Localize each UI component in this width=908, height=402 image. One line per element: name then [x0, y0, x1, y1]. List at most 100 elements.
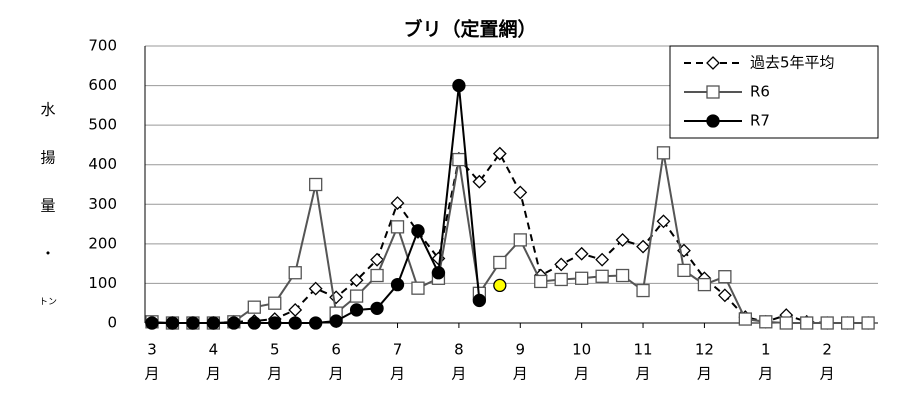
point: [390, 277, 405, 292]
point: [636, 239, 650, 254]
y-tick-label: 300: [88, 195, 117, 213]
x-unit-label: 月: [144, 365, 159, 383]
point: [349, 303, 364, 317]
point: [452, 152, 466, 167]
point: [411, 281, 425, 295]
point: [370, 301, 384, 316]
series-line: [151, 152, 869, 324]
point: [472, 174, 487, 189]
x-tick-label: 2: [822, 341, 832, 359]
y-tick-label: 100: [88, 274, 117, 292]
legend-label: R7: [750, 112, 770, 130]
point: [800, 316, 814, 330]
point: [574, 246, 589, 261]
x-unit-label: 月: [574, 365, 589, 383]
point: [820, 316, 834, 330]
legend-marker: [706, 56, 720, 70]
point: [268, 296, 282, 310]
series-line: [152, 151, 869, 324]
y-tick-label: 500: [88, 116, 117, 134]
point: [268, 316, 282, 330]
point: [288, 303, 303, 317]
point: [493, 278, 507, 293]
point: [308, 281, 323, 296]
point: [309, 316, 323, 330]
point: [656, 214, 671, 229]
point: [493, 255, 507, 270]
x-tick-label: 9: [516, 341, 526, 359]
point: [247, 316, 261, 330]
point: [227, 316, 241, 330]
x-unit-label: 月: [451, 365, 466, 383]
legend-label: 過去5年平均: [750, 54, 835, 72]
point: [288, 316, 302, 330]
point: [165, 316, 180, 330]
x-unit-label: 月: [206, 365, 221, 383]
x-tick-label: 6: [331, 341, 341, 359]
point: [534, 274, 548, 289]
point: [513, 185, 528, 200]
point: [492, 146, 507, 161]
point: [779, 316, 793, 330]
point: [390, 196, 405, 211]
y-tick-label: 400: [88, 155, 117, 173]
x-tick-label: 11: [633, 341, 652, 359]
point: [636, 283, 650, 298]
x-unit-label: 月: [390, 365, 405, 383]
point: [145, 316, 159, 330]
point: [554, 257, 569, 272]
x-unit-label: 月: [513, 365, 528, 383]
x-tick-label: 8: [454, 341, 464, 359]
x-unit-label: 月: [636, 365, 651, 383]
legend-marker: [706, 85, 720, 99]
point: [247, 300, 261, 314]
y-tick-label: 700: [88, 37, 117, 55]
point: [759, 315, 773, 329]
point: [738, 312, 752, 326]
point: [411, 224, 425, 238]
point: [717, 288, 732, 303]
point: [452, 78, 466, 93]
y-axis-label: 量: [40, 197, 55, 215]
point: [390, 220, 405, 234]
point: [288, 266, 302, 280]
x-unit-label: 月: [820, 365, 835, 383]
x-unit-label: 月: [329, 365, 344, 383]
point: [513, 233, 527, 247]
y-tick-label: 600: [88, 76, 117, 94]
point: [718, 270, 732, 284]
point: [697, 277, 712, 292]
point: [186, 316, 200, 330]
x-tick-label: 4: [209, 341, 219, 359]
point: [349, 289, 364, 303]
point: [329, 314, 343, 328]
x-tick-label: 10: [572, 341, 591, 359]
x-tick-label: 1: [761, 341, 771, 359]
point: [595, 269, 609, 283]
y-tick-label: 0: [107, 314, 117, 332]
point: [595, 252, 610, 267]
point: [615, 232, 630, 247]
point: [840, 316, 855, 330]
point: [575, 271, 589, 285]
chart-title: ブリ（定置網）: [403, 18, 536, 41]
x-tick-label: 7: [393, 341, 403, 359]
point: [431, 266, 446, 280]
point: [554, 272, 568, 287]
point: [329, 290, 344, 305]
point: [370, 252, 384, 267]
point: [677, 263, 691, 278]
x-unit-label: 月: [697, 365, 712, 383]
point: [615, 268, 630, 283]
point: [656, 146, 671, 160]
legend-marker: [706, 114, 720, 128]
y-axis-label: 揚: [40, 149, 55, 167]
y-axis-label: 水: [40, 101, 55, 119]
legend-label: R6: [750, 83, 770, 101]
point: [861, 316, 875, 330]
x-unit-label: 月: [758, 365, 773, 383]
x-tick-label: 12: [695, 341, 714, 359]
y-axis-label: トン: [39, 298, 57, 308]
point: [472, 293, 487, 308]
